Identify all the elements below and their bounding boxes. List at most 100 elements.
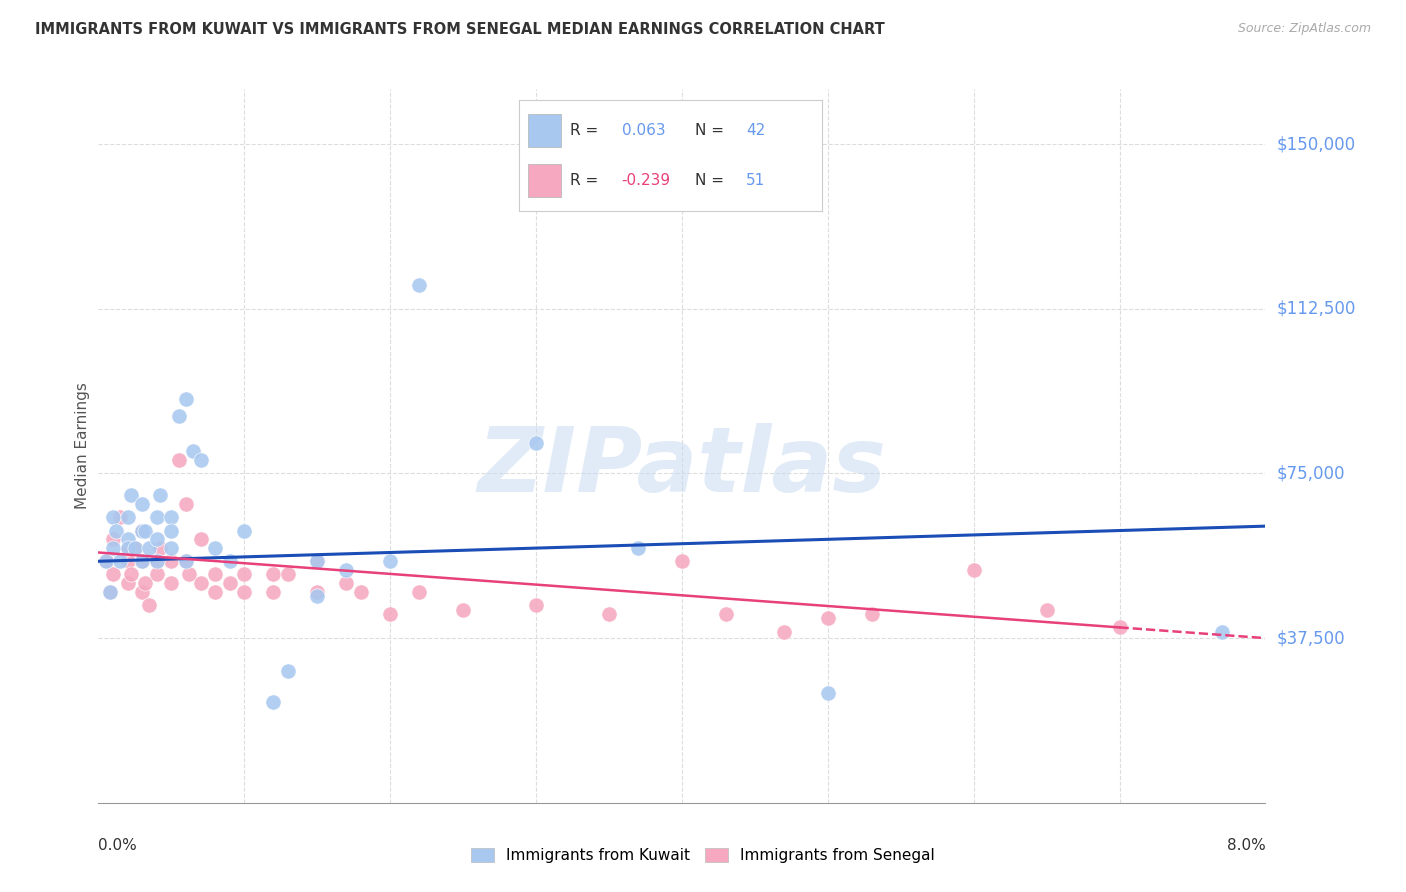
- Point: [117, 510, 139, 524]
- Point: [204, 567, 226, 582]
- Point: [773, 624, 796, 639]
- Text: 0.0%: 0.0%: [98, 838, 138, 854]
- Point: [101, 510, 124, 524]
- Point: [262, 567, 284, 582]
- Point: [218, 576, 240, 591]
- Point: [307, 554, 329, 568]
- Point: [149, 541, 172, 555]
- Point: [962, 563, 984, 577]
- Point: [190, 576, 212, 591]
- Point: [131, 554, 153, 568]
- Point: [117, 541, 139, 555]
- Point: [817, 686, 839, 700]
- Point: [94, 554, 117, 568]
- Point: [131, 585, 153, 599]
- Point: [233, 585, 256, 599]
- Point: [335, 563, 357, 577]
- Point: [174, 392, 197, 406]
- Point: [174, 554, 197, 568]
- Point: [307, 554, 329, 568]
- Point: [101, 533, 124, 547]
- Point: [181, 444, 204, 458]
- Point: [124, 541, 146, 555]
- Point: [451, 602, 474, 616]
- Point: [378, 607, 402, 621]
- Point: [174, 497, 197, 511]
- Point: [98, 585, 121, 599]
- Text: Source: ZipAtlas.com: Source: ZipAtlas.com: [1237, 22, 1371, 36]
- Point: [160, 554, 183, 568]
- Point: [131, 524, 153, 538]
- Y-axis label: Median Earnings: Median Earnings: [75, 383, 90, 509]
- Text: $37,500: $37,500: [1277, 629, 1346, 647]
- Point: [101, 567, 124, 582]
- Point: [138, 541, 160, 555]
- Point: [138, 598, 160, 612]
- Point: [146, 554, 169, 568]
- Point: [233, 524, 256, 538]
- Point: [131, 497, 153, 511]
- Point: [160, 524, 183, 538]
- Point: [671, 554, 693, 568]
- Point: [146, 554, 169, 568]
- Point: [120, 567, 142, 582]
- Point: [98, 585, 121, 599]
- Point: [146, 567, 169, 582]
- Point: [120, 488, 142, 502]
- Text: 8.0%: 8.0%: [1226, 838, 1265, 854]
- Point: [262, 695, 284, 709]
- Point: [160, 510, 183, 524]
- Point: [524, 598, 547, 612]
- Point: [378, 554, 402, 568]
- Text: IMMIGRANTS FROM KUWAIT VS IMMIGRANTS FROM SENEGAL MEDIAN EARNINGS CORRELATION CH: IMMIGRANTS FROM KUWAIT VS IMMIGRANTS FRO…: [35, 22, 884, 37]
- Point: [1108, 620, 1130, 634]
- Legend: Immigrants from Kuwait, Immigrants from Senegal: Immigrants from Kuwait, Immigrants from …: [465, 842, 941, 869]
- Point: [277, 664, 299, 678]
- Text: $150,000: $150,000: [1277, 135, 1355, 153]
- Point: [190, 453, 212, 467]
- Point: [134, 524, 156, 538]
- Point: [350, 585, 373, 599]
- Point: [104, 524, 127, 538]
- Point: [149, 488, 172, 502]
- Point: [160, 541, 183, 555]
- Point: [307, 590, 329, 604]
- Point: [204, 585, 226, 599]
- Point: [124, 541, 146, 555]
- Point: [117, 533, 139, 547]
- Point: [598, 607, 620, 621]
- Point: [627, 541, 650, 555]
- Point: [714, 607, 737, 621]
- Point: [218, 554, 240, 568]
- Text: $75,000: $75,000: [1277, 465, 1346, 483]
- Point: [117, 541, 139, 555]
- Point: [94, 554, 117, 568]
- Point: [160, 576, 183, 591]
- Point: [177, 567, 200, 582]
- Point: [110, 510, 132, 524]
- Point: [117, 576, 139, 591]
- Point: [408, 585, 430, 599]
- Point: [190, 533, 212, 547]
- Point: [860, 607, 883, 621]
- Text: $112,500: $112,500: [1277, 300, 1355, 318]
- Point: [204, 541, 226, 555]
- Point: [1035, 602, 1057, 616]
- Point: [262, 585, 284, 599]
- Point: [131, 524, 153, 538]
- Text: ZIPatlas: ZIPatlas: [478, 424, 886, 511]
- Point: [110, 554, 132, 568]
- Point: [146, 510, 169, 524]
- Point: [167, 453, 190, 467]
- Point: [174, 554, 197, 568]
- Point: [1211, 624, 1233, 639]
- Point: [335, 576, 357, 591]
- Point: [131, 554, 153, 568]
- Point: [408, 277, 430, 292]
- Point: [101, 541, 124, 555]
- Point: [117, 554, 139, 568]
- Point: [134, 576, 156, 591]
- Point: [233, 567, 256, 582]
- Point: [277, 567, 299, 582]
- Point: [146, 533, 169, 547]
